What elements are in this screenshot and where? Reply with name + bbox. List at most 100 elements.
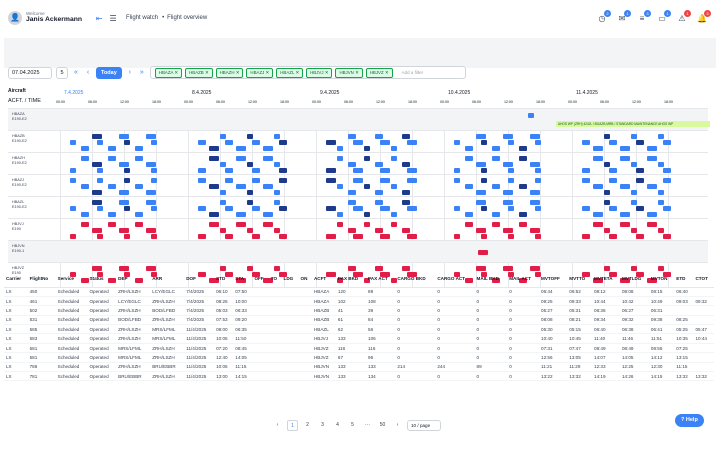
flight-bar[interactable]: [631, 190, 637, 195]
flight-bar[interactable]: [146, 162, 156, 167]
column-header[interactable]: ETD: [674, 270, 694, 288]
flight-bar[interactable]: [454, 206, 460, 211]
flight-bar[interactable]: [465, 212, 473, 217]
flight-bar[interactable]: [119, 190, 129, 195]
flight-bar[interactable]: [391, 184, 397, 189]
flight-bar[interactable]: [135, 184, 143, 189]
flight-bar[interactable]: [636, 206, 644, 211]
flight-bar[interactable]: [81, 212, 89, 217]
flight-bar[interactable]: [609, 234, 617, 239]
flight-bar[interactable]: [647, 222, 657, 227]
flight-bar[interactable]: [631, 228, 637, 233]
flight-bar[interactable]: [663, 206, 671, 211]
flight-bar[interactable]: [92, 200, 102, 205]
flight-bar[interactable]: [236, 156, 246, 161]
flight-bar[interactable]: [247, 190, 253, 195]
flight-bar[interactable]: [326, 168, 336, 173]
flight-bar[interactable]: [407, 178, 417, 183]
flight-bar[interactable]: [151, 140, 157, 145]
flight-bar[interactable]: [503, 200, 513, 205]
flight-bar[interactable]: [620, 184, 630, 189]
flight-bar[interactable]: [508, 234, 514, 239]
flight-bar[interactable]: [631, 162, 637, 167]
flight-bar[interactable]: [503, 190, 513, 195]
flight-bar[interactable]: [519, 184, 527, 189]
flight-bar[interactable]: [519, 156, 527, 161]
flight-bar[interactable]: [225, 234, 233, 239]
flight-bar[interactable]: [375, 228, 383, 233]
flight-bar[interactable]: [353, 234, 363, 239]
column-header[interactable]: MAIL BKD: [474, 270, 508, 288]
flight-bar[interactable]: [476, 162, 486, 167]
flight-bar[interactable]: [631, 200, 637, 205]
flight-bar[interactable]: [252, 168, 260, 173]
flight-bar[interactable]: [274, 134, 280, 139]
flight-bar[interactable]: [593, 212, 603, 217]
flight-bar[interactable]: [380, 206, 390, 211]
flight-bar[interactable]: [348, 190, 356, 195]
flight-bar[interactable]: [582, 140, 590, 145]
flight-bar[interactable]: [81, 146, 89, 151]
flight-bar[interactable]: [220, 190, 226, 195]
flight-bar[interactable]: [604, 162, 610, 167]
column-header[interactable]: Service: [55, 270, 88, 288]
flight-bar[interactable]: [530, 266, 540, 271]
flight-bar[interactable]: [604, 228, 610, 233]
date-input[interactable]: 07.04.2025: [8, 66, 52, 79]
column-header[interactable]: CARGO BKD: [395, 270, 436, 288]
flight-bar[interactable]: [380, 168, 390, 173]
column-header[interactable]: MVTOFF: [539, 270, 568, 288]
table-row[interactable]: LX 531 Scheduled Operated BOD/LFBD ZRH/LSZH 7/…: [4, 315, 714, 326]
flight-bar[interactable]: [647, 184, 657, 189]
flight-bar[interactable]: [364, 222, 370, 227]
warning-icon[interactable]: ⚠ 1: [676, 10, 691, 25]
flight-bar[interactable]: [353, 178, 363, 183]
flight-bar[interactable]: [337, 156, 343, 161]
flight-bar[interactable]: [407, 206, 417, 211]
flight-bar[interactable]: [124, 140, 130, 145]
flight-bar[interactable]: [631, 134, 637, 139]
flight-bar[interactable]: [92, 162, 102, 167]
flight-bar[interactable]: [92, 228, 102, 233]
flight-bar[interactable]: [481, 168, 487, 173]
mail-icon[interactable]: ✉ 1: [616, 10, 631, 25]
flight-bar[interactable]: [247, 134, 253, 139]
flight-bar[interactable]: [593, 146, 603, 151]
column-header[interactable]: MAIL ACT: [507, 270, 540, 288]
flight-bar[interactable]: [620, 222, 630, 227]
flight-bar[interactable]: [124, 234, 130, 239]
flight-bar[interactable]: [353, 206, 363, 211]
column-header[interactable]: MVTETA: [592, 270, 620, 288]
flight-bar[interactable]: [663, 178, 671, 183]
flight-bar[interactable]: [530, 134, 540, 139]
flight-bar[interactable]: [503, 162, 513, 167]
flight-bar[interactable]: [135, 222, 143, 227]
gantt-row-hbazb[interactable]: HBAZB E190-E2: [8, 130, 708, 152]
page-3[interactable]: 3: [321, 422, 324, 428]
flight-bar[interactable]: [503, 266, 513, 271]
flight-bar[interactable]: [220, 200, 226, 205]
flight-bar[interactable]: [481, 206, 487, 211]
table-row[interactable]: LX 585 Scheduled Operated ZRH/LSZH MRS/LFML 11…: [4, 324, 714, 335]
flight-bar[interactable]: [81, 222, 89, 227]
column-header[interactable]: DEP: [116, 270, 151, 288]
flight-bar[interactable]: [519, 222, 527, 227]
flight-bar[interactable]: [337, 184, 343, 189]
flight-bar[interactable]: [492, 156, 500, 161]
column-header[interactable]: MVTON: [648, 270, 675, 288]
flight-bar[interactable]: [663, 168, 671, 173]
flight-bar[interactable]: [81, 156, 89, 161]
flight-bar[interactable]: [124, 206, 130, 211]
flight-bar[interactable]: [146, 228, 156, 233]
column-header[interactable]: PAX BKD: [335, 270, 367, 288]
flight-bar[interactable]: [375, 134, 383, 139]
flight-bar[interactable]: [492, 212, 500, 217]
flight-bar[interactable]: [108, 222, 116, 227]
column-header[interactable]: OFF: [252, 270, 269, 288]
flight-bar[interactable]: [481, 140, 487, 145]
flight-bar[interactable]: [402, 134, 410, 139]
flight-bar[interactable]: [658, 200, 664, 205]
flight-bar[interactable]: [402, 266, 410, 271]
column-header[interactable]: Status: [87, 270, 117, 288]
flight-bar[interactable]: [146, 190, 156, 195]
